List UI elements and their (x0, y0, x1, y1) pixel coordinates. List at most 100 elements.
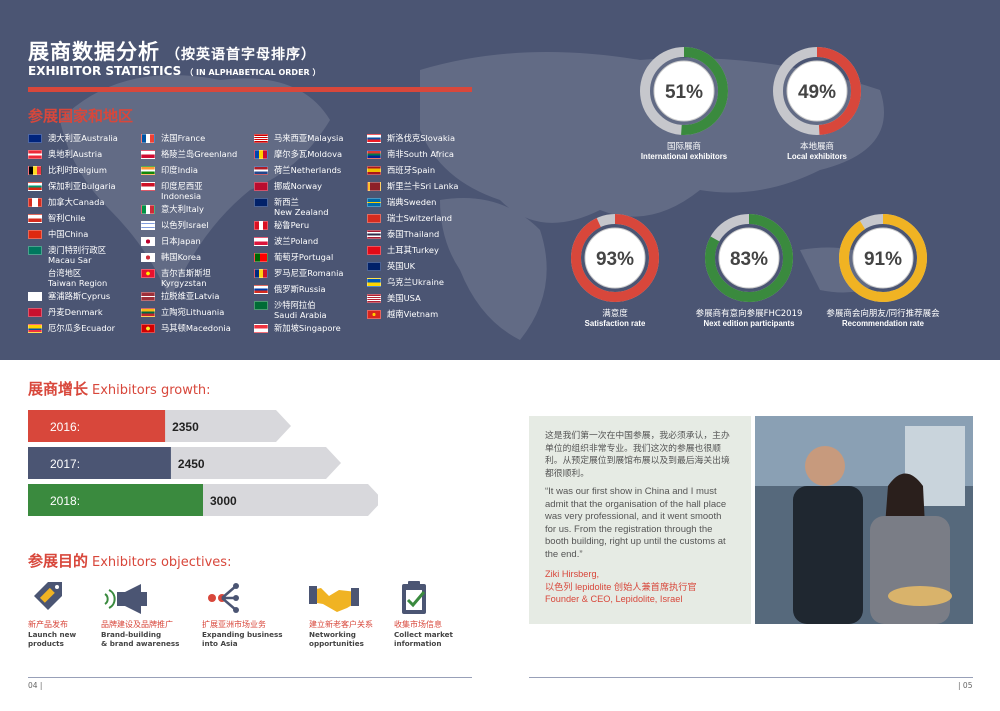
country-item: 法国France (141, 133, 261, 149)
bar-year-label: 2016: (50, 420, 80, 434)
objective-label-cn: 扩展亚洲市场业务 (202, 620, 266, 629)
country-column: 法国France 格陵兰岛Greenland 印度India 印度尼西亚 Indones… (141, 133, 261, 339)
country-item: 罗马尼亚Romania (254, 268, 374, 284)
stat-label-cn: 参展商会向朋友/同行推荐展会 (826, 308, 940, 319)
canada-flag-icon (28, 198, 42, 207)
country-name: 乌克兰Ukraine (387, 277, 444, 287)
country-item: 台湾地区 Taiwan Region (28, 268, 148, 291)
country-name: 马来西亚Malaysia (274, 133, 344, 143)
country-name: 沙特阿拉伯 Saudi Arabia (274, 300, 327, 320)
country-item: 以色列Israel (141, 220, 261, 236)
country-item: 英国UK (367, 261, 487, 277)
growth-chart: 2016: 2350 2017: 2450 2018: 3000 (28, 410, 378, 516)
japan-flag-icon (141, 237, 155, 246)
country-item: 挪威Norway (254, 181, 374, 197)
chile-flag-icon (28, 214, 42, 223)
switzerland-flag-icon (367, 214, 381, 223)
country-name: 中国China (48, 229, 89, 239)
greenland-flag-icon (141, 150, 155, 159)
country-name: 保加利亚Bulgaria (48, 181, 116, 191)
objective-label-en: opportunities (309, 639, 364, 648)
country-name: 土耳其Turkey (387, 245, 439, 255)
objective-label-en: Brand-building (101, 629, 162, 639)
country-item: 乌克兰Ukraine (367, 277, 487, 293)
bar-fill (28, 484, 203, 516)
ring-center (718, 227, 780, 289)
country-name: 澳大利亚Australia (48, 133, 118, 143)
spain-flag-icon (367, 166, 381, 175)
country-name: 南非South Africa (387, 149, 455, 159)
romania-flag-icon (254, 269, 268, 278)
russia-flag-icon (254, 285, 268, 294)
objective-item: 收集市场信息 Collect market information (394, 578, 504, 649)
country-column: 澳大利亚Australia 奥地利Austria 比利时Belgium 保加利亚Bul… (28, 133, 148, 339)
objective-label-en: information (394, 639, 442, 648)
country-name: 新西兰 New Zealand (274, 197, 329, 217)
bar-year-label: 2017: (50, 457, 80, 471)
country-item: 波兰Poland (254, 236, 374, 252)
sweden-flag-icon (367, 198, 381, 207)
country-column: 马来西亚Malaysia 摩尔多瓦Moldova 荷兰Netherlands 挪威No… (254, 133, 374, 339)
country-name: 日本Japan (161, 236, 201, 246)
country-name: 意大利Italy (161, 204, 204, 214)
uk-flag-icon (367, 262, 381, 271)
country-name: 俄罗斯Russia (274, 284, 326, 294)
bar-value-label: 2350 (172, 420, 199, 434)
country-item: 摩尔多瓦Moldova (254, 149, 374, 165)
indonesia-flag-icon (141, 182, 155, 191)
country-name: 越南Vietnam (387, 309, 439, 319)
country-name: 塞浦路斯Cyprus (48, 291, 111, 301)
denmark-flag-icon (28, 308, 42, 317)
portugal-flag-icon (254, 253, 268, 262)
country-name: 厄尔瓜多Ecuador (48, 323, 116, 333)
country-name: 英国UK (387, 261, 416, 271)
quote-english: “It was our first show in China and I mu… (545, 486, 727, 560)
country-item: 南非South Africa (367, 149, 487, 165)
quote-chinese: 这是我们第一次在中国参展，我必须承认，主办单位的组织非常专业。我们这次的参展也很… (545, 431, 730, 479)
stat-label-en: Recommendation rate (842, 319, 925, 328)
stat-label-cn: 国际展商 (667, 141, 701, 152)
bar-fill (28, 410, 166, 442)
country-item: 立陶宛Lithuania (141, 307, 261, 323)
country-name: 比利时Belgium (48, 165, 107, 175)
statistics-panel: 展商数据分析 （按英语首字母排序） EXHIBITOR STATISTICS （ I… (0, 0, 1000, 360)
country-item: 比利时Belgium (28, 165, 148, 181)
stat-label-en: Local exhibitors (787, 152, 847, 161)
stat-label-en: Satisfaction rate (585, 319, 646, 328)
country-item: 奥地利Austria (28, 149, 148, 165)
country-item: 瑞士Switzerland (367, 213, 487, 229)
country-item: 泰国Thailand (367, 229, 487, 245)
country-name: 格陵兰岛Greenland (161, 149, 238, 159)
country-item: 秘鲁Peru (254, 220, 374, 236)
country-name: 台湾地区 Taiwan Region (48, 268, 108, 288)
moldova-flag-icon (254, 150, 268, 159)
country-name: 斯里兰卡Sri Lanka (387, 181, 459, 191)
macedonia-flag-icon (141, 324, 155, 333)
country-item: 马其顿Macedonia (141, 323, 261, 339)
growth-bar: 2018: 3000 (28, 484, 378, 516)
country-item: 印度India (141, 165, 261, 181)
ecuador-flag-icon (28, 324, 42, 333)
country-name: 斯洛伐克Slovakia (387, 133, 456, 143)
ring-center (653, 60, 715, 122)
ring-fill (773, 47, 861, 135)
objective-item: 扩展亚洲市场业务 Expanding business into Asia (202, 578, 312, 649)
stat-label-cn: 满意度 (602, 308, 628, 319)
bar-year-label: 2018: (50, 494, 80, 508)
ring-center (584, 227, 646, 289)
growth-heading: 展商增长 Exhibitors growth: (28, 380, 211, 398)
country-item: 意大利Italy (141, 204, 261, 220)
objective-label-cn: 收集市场信息 (394, 620, 442, 629)
megaphone-icon (101, 578, 211, 620)
france-flag-icon (141, 134, 155, 143)
page-number-left: 04 | (28, 681, 43, 690)
country-name: 智利Chile (48, 213, 86, 223)
poland-flag-icon (254, 237, 268, 246)
saudi-flag-icon (254, 301, 268, 310)
norway-flag-icon (254, 182, 268, 191)
objective-label-en: Expanding business (202, 629, 283, 639)
objective-label-en: Networking (309, 629, 356, 639)
